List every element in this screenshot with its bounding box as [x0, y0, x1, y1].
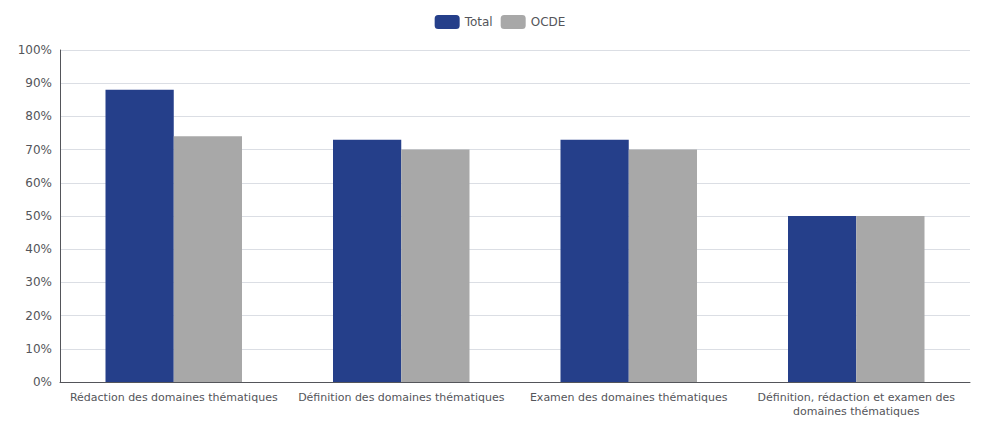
svg-text:Rédaction des domaines thémati: Rédaction des domaines thématiques — [70, 391, 278, 404]
svg-text:Définition des domaines thémat: Définition des domaines thématiques — [298, 391, 505, 404]
svg-text:50%: 50% — [25, 209, 52, 223]
svg-text:0%: 0% — [33, 375, 52, 389]
svg-text:90%: 90% — [25, 76, 52, 90]
svg-text:Examen des domaines thématique: Examen des domaines thématiques — [530, 391, 728, 404]
svg-text:100%: 100% — [18, 43, 52, 57]
svg-text:60%: 60% — [25, 176, 52, 190]
svg-text:30%: 30% — [25, 275, 52, 289]
svg-text:70%: 70% — [25, 143, 52, 157]
svg-text:80%: 80% — [25, 109, 52, 123]
svg-text:40%: 40% — [25, 242, 52, 256]
svg-text:domaines thématiques: domaines thématiques — [793, 405, 920, 418]
svg-text:10%: 10% — [25, 342, 52, 356]
svg-text:Définition, rédaction et exame: Définition, rédaction et examen des — [758, 391, 956, 404]
svg-text:OCDE: OCDE — [531, 15, 566, 29]
svg-text:Total: Total — [464, 15, 493, 29]
svg-text:20%: 20% — [25, 309, 52, 323]
